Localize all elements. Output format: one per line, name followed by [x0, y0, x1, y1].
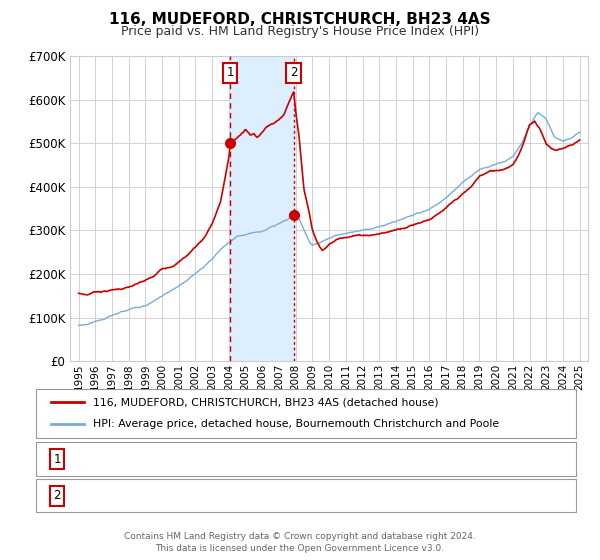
Text: £335,000: £335,000 — [288, 489, 350, 502]
Text: 116, MUDEFORD, CHRISTCHURCH, BH23 4AS (detached house): 116, MUDEFORD, CHRISTCHURCH, BH23 4AS (d… — [93, 398, 439, 408]
Bar — [230, 56, 293, 361]
Text: £500,000: £500,000 — [288, 452, 350, 466]
Text: 2: 2 — [290, 66, 298, 80]
Text: 1: 1 — [226, 66, 234, 80]
Text: 1: 1 — [53, 452, 61, 466]
Text: HPI: Average price, detached house, Bournemouth Christchurch and Poole: HPI: Average price, detached house, Bour… — [93, 419, 499, 429]
Text: 3% ↓ HPI: 3% ↓ HPI — [414, 489, 469, 502]
Text: 16-NOV-2007: 16-NOV-2007 — [132, 489, 211, 502]
Text: 2: 2 — [53, 489, 61, 502]
Text: 27-JAN-2004: 27-JAN-2004 — [132, 452, 206, 466]
Text: Price paid vs. HM Land Registry's House Price Index (HPI): Price paid vs. HM Land Registry's House … — [121, 25, 479, 38]
Text: Contains HM Land Registry data © Crown copyright and database right 2024.
This d: Contains HM Land Registry data © Crown c… — [124, 533, 476, 553]
Text: 81% ↑ HPI: 81% ↑ HPI — [414, 452, 476, 466]
Text: 116, MUDEFORD, CHRISTCHURCH, BH23 4AS: 116, MUDEFORD, CHRISTCHURCH, BH23 4AS — [109, 12, 491, 27]
